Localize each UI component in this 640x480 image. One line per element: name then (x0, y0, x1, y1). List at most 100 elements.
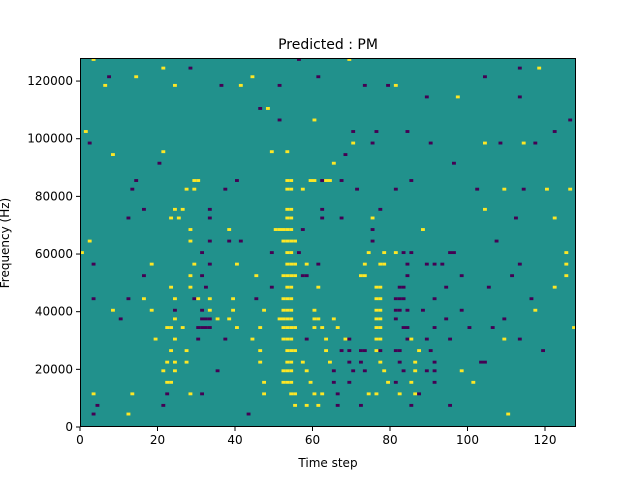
heatmap-cell (370, 239, 375, 243)
heatmap-cell (142, 297, 146, 301)
heatmap-cell (289, 216, 294, 220)
heatmap-cell (316, 75, 321, 79)
heatmap-cell (91, 58, 96, 61)
heatmap-cell (188, 66, 193, 70)
heatmap-cell (300, 228, 305, 231)
heatmap-cell (521, 187, 526, 191)
y-tick-label: 100000 (27, 132, 73, 146)
heatmap-cell (378, 297, 383, 301)
heatmap-cell (126, 412, 131, 416)
heatmap-cell (180, 326, 185, 329)
heatmap-cell (428, 349, 433, 353)
heatmap-cell (188, 274, 193, 278)
heatmap-cell (409, 337, 414, 341)
heatmap-cell (374, 326, 379, 329)
heatmap-cell (417, 392, 422, 396)
heatmap-cell (285, 285, 290, 289)
heatmap-cell (393, 349, 398, 353)
heatmap-cell (134, 75, 139, 79)
heatmap-cell (320, 179, 325, 182)
heatmap-cell (378, 285, 383, 289)
heatmap-cell (173, 308, 177, 312)
heatmap-cell (196, 326, 201, 329)
heatmap-cell (374, 308, 379, 312)
heatmap-cell (289, 380, 294, 384)
heatmap-cell (285, 150, 290, 154)
heatmap-cell (196, 297, 201, 301)
x-axis-label: Time step (297, 456, 357, 470)
heatmap-cell (285, 337, 290, 341)
heatmap-cell (440, 262, 445, 266)
heatmap-cell (161, 66, 166, 70)
heatmap-cell (413, 360, 418, 364)
heatmap-cell (328, 179, 332, 182)
heatmap-cell (401, 285, 406, 289)
heatmap-cell (289, 326, 294, 329)
heatmap-cell (142, 274, 146, 278)
heatmap-cell (521, 141, 526, 145)
heatmap-cells (80, 58, 577, 416)
heatmap-cell (378, 207, 383, 211)
heatmap-cell (258, 107, 263, 110)
heatmap-cell (157, 161, 162, 165)
heatmap-cell (401, 251, 406, 255)
heatmap-cell (207, 207, 212, 211)
heatmap-cell (188, 239, 193, 243)
heatmap-cell (289, 274, 294, 278)
heatmap-cell (502, 187, 507, 191)
heatmap-cell (339, 216, 344, 220)
heatmap-cell (572, 326, 577, 329)
heatmap-cell (149, 308, 154, 312)
heatmap-cell (382, 251, 387, 255)
heatmap-cell (494, 239, 499, 243)
heatmap-cell (285, 228, 290, 231)
heatmap-cell (362, 83, 367, 87)
heatmap-cell (459, 308, 464, 312)
x-tick-label: 80 (382, 433, 397, 447)
heatmap-cell (173, 207, 177, 211)
heatmap-cell (552, 216, 557, 220)
heatmap-cell (374, 349, 379, 353)
heatmap-cell (215, 317, 220, 321)
heatmap-cell (378, 262, 383, 266)
heatmap-cell (471, 380, 476, 384)
heatmap-cell (351, 141, 356, 145)
heatmap-cell (328, 360, 332, 364)
heatmap-cell (281, 380, 286, 384)
heatmap-cell (452, 251, 456, 255)
heatmap-cell (285, 369, 290, 373)
heatmap-cell (483, 141, 487, 145)
heatmap-cell (455, 95, 460, 99)
heatmap-cell (207, 262, 212, 266)
heatmap-cell (351, 130, 356, 133)
heatmap-cell (362, 274, 367, 278)
heatmap-cell (347, 58, 352, 61)
heatmap-cell (231, 308, 236, 312)
heatmap-cell (405, 337, 410, 341)
heatmap-cell (564, 251, 569, 255)
heatmap-cell (331, 369, 336, 373)
heatmap-cell (312, 179, 317, 182)
heatmap-background (80, 58, 576, 427)
heatmap-cell (347, 360, 352, 364)
x-tick-label: 100 (456, 433, 479, 447)
heatmap-cell (378, 360, 383, 364)
heatmap-cell (285, 251, 290, 255)
heatmap-cell (235, 179, 239, 182)
heatmap-cell (269, 150, 274, 154)
heatmap-cell (293, 239, 298, 243)
heatmap-cell (359, 360, 363, 364)
heatmap-cell (432, 262, 437, 266)
heatmap-cell (111, 308, 115, 312)
heatmap-cell (293, 392, 298, 396)
heatmap-cell (374, 392, 379, 396)
heatmap-cell (192, 179, 197, 182)
heatmap-cell (289, 239, 294, 243)
heatmap-cell (285, 274, 290, 278)
heatmap-cell (343, 153, 348, 157)
heatmap-cell (424, 369, 429, 373)
heatmap-cell (184, 349, 189, 353)
heatmap-cell (304, 369, 309, 373)
heatmap-cell (285, 187, 290, 191)
heatmap-cell (405, 262, 410, 266)
